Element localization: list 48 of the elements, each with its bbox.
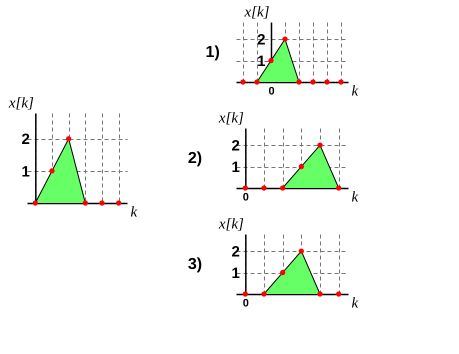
y-tick-label: 2 (231, 244, 240, 261)
y-axis-title: x[k] (218, 216, 244, 232)
y-tick-label: 2 (21, 131, 30, 148)
y-tick-label: 2 (231, 138, 240, 155)
point (317, 142, 323, 148)
point (310, 79, 316, 85)
point (254, 79, 260, 85)
point (298, 164, 304, 170)
point (32, 200, 38, 206)
point (336, 185, 342, 191)
x-axis-title: k (352, 296, 358, 312)
point (298, 248, 304, 254)
point (324, 79, 330, 85)
point (242, 291, 248, 297)
y-axis-title: x[k] (8, 96, 34, 112)
y-axis-title: x[k] (244, 4, 270, 20)
point (261, 291, 267, 297)
y-tick-label: 1 (231, 265, 240, 282)
point (296, 79, 302, 85)
point (99, 200, 105, 206)
point (280, 185, 286, 191)
point (82, 200, 88, 206)
point (280, 270, 286, 276)
y-tick-label: 1 (231, 159, 240, 176)
y-tick-label: 1 (257, 53, 266, 70)
y-tick-label: 1 (21, 163, 30, 180)
point (49, 168, 55, 174)
text: 2) (188, 150, 202, 167)
point (268, 58, 274, 64)
point (66, 136, 72, 142)
point (282, 36, 288, 42)
point (240, 79, 246, 85)
point (261, 185, 267, 191)
point (338, 79, 344, 85)
x-axis-title: k (352, 84, 358, 100)
x-axis-title: k (352, 190, 358, 206)
point (317, 291, 323, 297)
x-axis-title: k (130, 204, 138, 220)
text: 3) (188, 256, 202, 273)
x-tick-label: 0 (242, 192, 249, 204)
point (116, 200, 122, 206)
y-tick-label: 2 (257, 32, 266, 49)
point (336, 291, 342, 297)
point (242, 185, 248, 191)
x-tick-label: 0 (268, 86, 275, 98)
y-axis-title: x[k] (218, 110, 244, 126)
x-tick-label: 0 (242, 298, 249, 310)
text: 1) (206, 44, 220, 61)
